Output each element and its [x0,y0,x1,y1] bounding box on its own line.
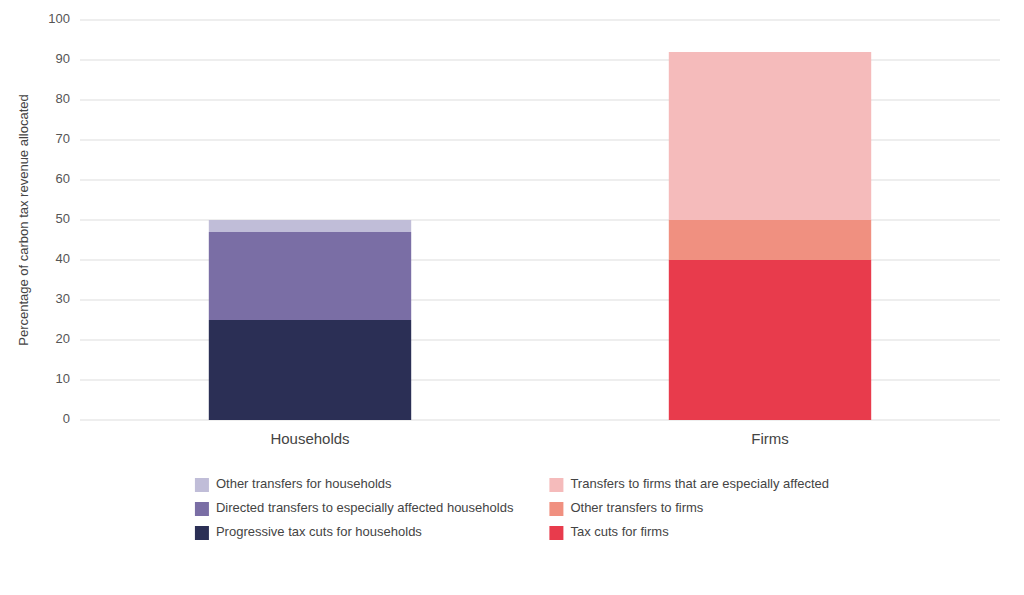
bar-segment [209,232,411,320]
y-tick-label: 20 [56,331,70,346]
y-tick-label: 80 [56,91,70,106]
legend-swatch [195,502,209,516]
y-tick-label: 70 [56,131,70,146]
legend-item: Other transfers to firms [549,500,703,516]
legend: Other transfers for households Directed t… [195,476,829,540]
grid [80,20,1000,420]
x-tick-label: Firms [751,430,789,447]
legend-swatch [549,502,563,516]
y-tick-label: 100 [48,11,70,26]
legend-label: Other transfers to firms [570,500,703,515]
y-tick-label: 60 [56,171,70,186]
legend-item: Tax cuts for firms [549,524,669,540]
bar-segment [209,220,411,232]
y-tick-label: 30 [56,291,70,306]
legend-swatch [195,478,209,492]
y-tick-label: 0 [63,411,70,426]
legend-label: Tax cuts for firms [570,524,669,539]
bars [209,52,871,420]
y-tick-label: 50 [56,211,70,226]
y-tick-label: 40 [56,251,70,266]
bar-segment [669,52,871,220]
legend-item: Transfers to firms that are especially a… [549,476,829,492]
bar-segment [669,260,871,420]
y-tick-label: 10 [56,371,70,386]
legend-item: Progressive tax cuts for households [195,524,422,540]
grid-line [80,20,1000,21]
legend-label: Other transfers for households [216,476,392,491]
legend-label: Directed transfers to especially affecte… [216,500,514,515]
y-axis-label: Percentage of carbon tax revenue allocat… [16,94,31,346]
legend-swatch [195,526,209,540]
bar-segment [669,220,871,260]
legend-swatch [549,478,563,492]
legend-swatch [549,526,563,540]
legend-label: Transfers to firms that are especially a… [570,476,829,491]
x-ticks: Households Firms [270,430,788,447]
y-tick-label: 90 [56,51,70,66]
x-tick-label: Households [270,430,349,447]
y-ticks: 0 10 20 30 40 50 60 70 80 90 100 [48,11,70,426]
legend-item: Other transfers for households [195,476,392,492]
bar-segment [209,320,411,420]
legend-item: Directed transfers to especially affecte… [195,500,514,516]
legend-label: Progressive tax cuts for households [216,524,422,539]
chart: 0 10 20 30 40 50 60 70 80 90 100 Percentage of carb… [0,0,1024,595]
